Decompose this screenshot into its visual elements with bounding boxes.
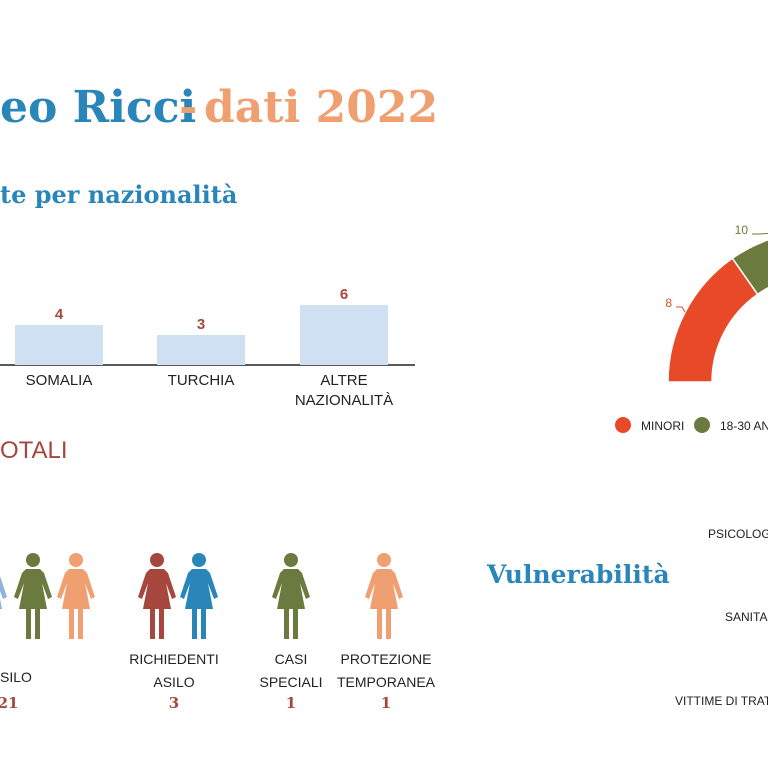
leader-line xyxy=(676,306,686,313)
category-label: NAZIONALITÀ xyxy=(295,392,393,409)
person-icon xyxy=(180,553,218,639)
person-icon xyxy=(138,553,176,639)
legend-dot xyxy=(694,417,710,433)
group-count: 1 xyxy=(381,694,391,712)
section-title: te per nazionalità xyxy=(0,180,237,209)
data-label: 8 xyxy=(665,296,672,310)
legend-label: 18-30 AN xyxy=(720,419,768,433)
group-label: PROTEZIONE xyxy=(340,651,431,667)
section-title: OTALI xyxy=(0,437,68,464)
person-icon xyxy=(14,553,52,639)
title-main: eo Ricci xyxy=(0,82,196,133)
data-label: 10 xyxy=(735,223,749,237)
category-label: VITTIME DI TRAT xyxy=(675,694,768,708)
bar xyxy=(157,335,245,365)
leader-line xyxy=(752,232,768,235)
section-title: Vulnerabilità xyxy=(486,560,670,589)
donut-segment xyxy=(731,239,768,296)
group-label: CASI xyxy=(275,651,308,667)
donut-segment xyxy=(667,257,759,383)
category-label: TURCHIA xyxy=(168,372,235,389)
group-label: TEMPORANEA xyxy=(337,674,436,690)
person-icon xyxy=(57,553,95,639)
group-label: SPECIALI xyxy=(259,674,322,690)
group-label: SILO xyxy=(0,669,32,685)
title-sep: - xyxy=(179,82,197,133)
category-label: ALTRE xyxy=(320,372,367,389)
person-icon xyxy=(272,553,310,639)
group-label: RICHIEDENTI xyxy=(129,651,218,667)
category-label: SOMALIA xyxy=(26,372,93,389)
group-count: 21 xyxy=(0,694,18,712)
group-count: 1 xyxy=(286,694,296,712)
person-icon xyxy=(365,553,403,639)
data-label: 3 xyxy=(197,316,205,333)
bar xyxy=(300,305,388,365)
legend-label: MINORI xyxy=(641,419,684,433)
title-year: dati 2022 xyxy=(204,82,438,133)
data-label: 6 xyxy=(340,286,348,303)
bar xyxy=(15,325,103,365)
data-label: 4 xyxy=(55,306,64,323)
legend-dot xyxy=(615,417,631,433)
category-label: PSICOLOG xyxy=(708,527,768,541)
person-icon xyxy=(0,553,7,639)
group-count: 3 xyxy=(169,694,179,712)
group-label: ASILO xyxy=(153,674,194,690)
category-label: SANITA xyxy=(725,610,767,624)
